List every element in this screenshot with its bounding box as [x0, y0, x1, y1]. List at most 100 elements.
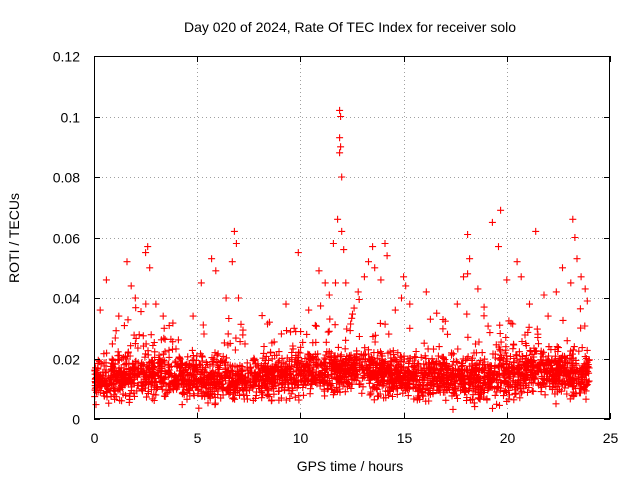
scatter-point	[131, 294, 139, 302]
scatter-point	[123, 258, 131, 266]
scatter-point	[532, 227, 540, 235]
scatter-point	[464, 231, 472, 238]
scatter-point	[208, 255, 216, 263]
tick-marks-and-labels: 0 5 10 15 20 25 0 0.02 0.04 0.06 0.08 0.1 0.12	[53, 49, 619, 447]
scatter-point	[338, 173, 346, 181]
scatter-point	[332, 279, 339, 287]
y-tick-label: 0.1	[61, 110, 81, 126]
scatter-point	[212, 267, 220, 275]
x-tick-label: 15	[397, 430, 413, 446]
scatter-point	[369, 243, 377, 251]
scatter-point	[466, 255, 474, 263]
scatter-point	[294, 249, 302, 257]
scatter-point	[321, 279, 329, 287]
scatter-point	[400, 273, 408, 281]
scatter-point	[497, 206, 505, 214]
grid-lines	[94, 56, 610, 419]
scatter-point	[230, 227, 238, 235]
scatter-point	[383, 252, 391, 260]
scatter-point	[365, 258, 372, 266]
scatter-point	[146, 264, 154, 272]
scatter-point	[144, 243, 152, 251]
scatter-point	[232, 240, 240, 247]
y-tick-label: 0.02	[53, 352, 80, 368]
axes	[94, 56, 610, 419]
scatter-point	[488, 218, 496, 226]
scatter-point	[342, 279, 350, 287]
scatter-points	[91, 106, 593, 413]
y-tick-label: 0.12	[53, 49, 80, 65]
scatter-point	[315, 267, 323, 275]
scatter-point	[577, 273, 585, 281]
scatter-point	[337, 113, 345, 120]
scatter-point	[228, 258, 236, 266]
scatter-point	[426, 315, 434, 323]
x-tick-label: 5	[194, 430, 202, 446]
scatter-point	[453, 300, 461, 308]
scatter-point	[329, 240, 337, 247]
scatter-point	[197, 279, 205, 287]
scatter-point	[406, 300, 414, 308]
scatter-point	[544, 312, 552, 320]
chart-title: Day 020 of 2024, Rate Of TEC Index for r…	[184, 19, 516, 35]
scatter-point	[474, 285, 482, 293]
scatter-point	[325, 291, 333, 299]
x-tick-label: 25	[603, 430, 619, 446]
scatter-point	[571, 234, 579, 241]
scatter-point	[540, 291, 548, 299]
scatter-point	[160, 324, 168, 332]
scatter-point	[336, 134, 344, 142]
y-tick-label: 0.08	[53, 170, 80, 186]
y-axis-label: ROTI / TECUs	[6, 193, 22, 283]
scatter-point	[336, 149, 344, 157]
plot-frame	[94, 56, 610, 419]
scatter-point	[115, 312, 123, 320]
scatter-point	[235, 294, 242, 302]
scatter-point	[360, 273, 368, 281]
y-tick-label: 0	[72, 412, 80, 428]
scatter-point	[495, 243, 502, 251]
scatter-point	[526, 300, 533, 308]
scatter-point	[517, 273, 525, 281]
scatter-point	[96, 306, 104, 314]
scatter-point	[569, 215, 577, 223]
scatter-point	[334, 215, 342, 223]
y-tick-label: 0.06	[53, 231, 80, 247]
scatter-point	[282, 300, 290, 308]
scatter-point	[402, 282, 410, 290]
scatter-point	[127, 282, 135, 290]
scatter-point	[265, 318, 273, 326]
scatter-point	[152, 300, 160, 308]
scatter-point	[371, 264, 379, 272]
x-tick-label: 20	[500, 430, 516, 446]
scatter-point	[464, 270, 472, 278]
scatter-point	[422, 288, 430, 296]
y-tick-label: 0.04	[53, 291, 80, 307]
scatter-point	[583, 297, 591, 305]
scatter-point	[102, 276, 110, 284]
scatter-point	[336, 106, 344, 114]
scatter-point	[391, 306, 399, 314]
scatter-point	[290, 324, 298, 332]
scatter-point	[503, 276, 511, 284]
scatter-point	[460, 273, 467, 281]
scatter-point	[480, 303, 488, 311]
x-axis-label: GPS time / hours	[297, 458, 404, 474]
scatter-point	[222, 294, 230, 302]
scatter-point	[398, 294, 405, 302]
scatter-point	[552, 288, 560, 296]
scatter-point	[305, 306, 313, 314]
scatter-point	[340, 246, 348, 254]
scatter-point	[354, 288, 362, 296]
x-tick-label: 10	[293, 430, 309, 446]
x-tick-label: 0	[91, 430, 99, 446]
scatter-point	[189, 312, 197, 320]
scatter-point	[513, 258, 521, 266]
scatter-point	[581, 285, 589, 293]
scatter-point	[377, 276, 385, 284]
scatter-point	[381, 240, 389, 247]
scatter-point	[338, 227, 346, 235]
scatter-point	[567, 279, 575, 287]
scatter-point-band	[91, 296, 593, 413]
